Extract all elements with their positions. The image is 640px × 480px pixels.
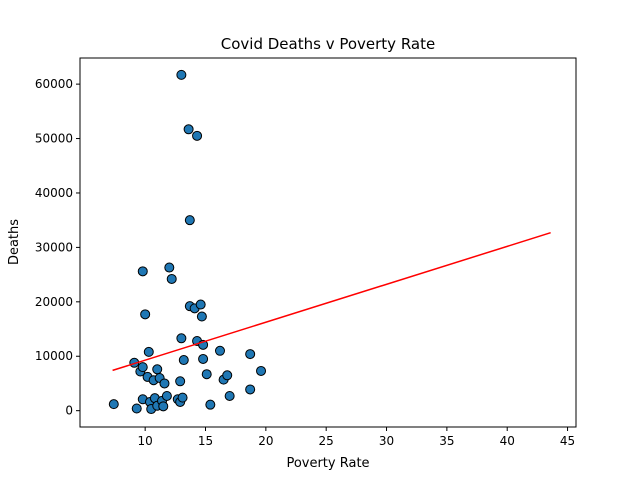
data-point [108,399,119,410]
data-point [176,333,187,344]
data-point [201,369,212,380]
x-tick-label: 20 [258,434,273,448]
data-point [214,345,225,356]
data-point [137,362,148,373]
data-point [175,376,186,387]
x-tick-label: 40 [500,434,515,448]
data-point [158,401,169,412]
y-tick-label: 50000 [35,132,73,146]
x-axis-label: Poverty Rate [286,456,369,471]
data-point [205,399,216,410]
data-point [195,299,206,310]
y-tick-label: 10000 [35,349,73,363]
data-point [159,378,170,389]
data-point [192,130,203,141]
data-point [176,69,187,80]
data-point [177,392,188,403]
y-tick-label: 40000 [35,186,73,200]
trend-line [112,231,551,372]
data-point [143,346,154,357]
data-point [183,124,194,135]
x-tick-label: 25 [319,434,334,448]
data-point [166,273,177,284]
points-layer [108,69,267,415]
data-point [256,365,267,376]
data-point [131,403,142,414]
y-tick-label: 60000 [35,77,73,91]
x-tick-label: 15 [198,434,213,448]
data-point [224,390,235,401]
y-axis-label: Deaths [7,219,22,265]
data-point [245,349,256,360]
data-point [196,311,207,322]
data-point [245,384,256,395]
y-tick-label: 30000 [35,240,73,254]
data-point [184,215,195,226]
data-point [137,266,148,277]
data-point [178,355,189,366]
data-point [222,370,233,381]
data-point [164,262,175,273]
tick-layer: 10 15 20 25 30 35 40 45 0 10000 20000 30000 40000 500… [35,77,575,448]
y-tick-label: 0 [65,404,73,418]
trendline-layer [112,231,551,372]
data-point [161,390,172,401]
data-point [140,309,151,320]
x-tick-label: 30 [379,434,394,448]
plot-area-frame [79,57,577,428]
x-tick-label: 45 [560,434,575,448]
x-tick-label: 10 [138,434,153,448]
data-point [152,364,163,375]
data-point [198,353,209,364]
chart-title: Covid Deaths v Poverty Rate [221,35,435,53]
x-tick-label: 35 [439,434,454,448]
y-tick-label: 20000 [35,295,73,309]
